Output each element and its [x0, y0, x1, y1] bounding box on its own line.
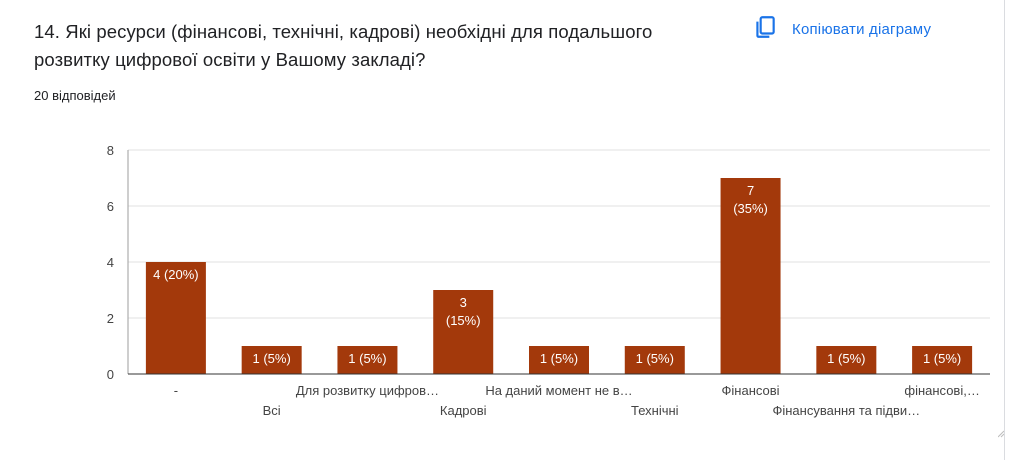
bar-data-label: 7	[747, 183, 754, 198]
copy-chart-button[interactable]: Копіювати діаграму	[752, 14, 931, 44]
bar-data-label: 1 (5%)	[253, 351, 291, 366]
y-tick-label: 2	[107, 311, 114, 326]
bar	[720, 178, 781, 374]
x-tick-label: Технічні	[631, 403, 679, 418]
bar	[816, 346, 877, 374]
bar-data-label: (15%)	[446, 313, 481, 328]
response-count: 20 відповідей	[34, 88, 116, 103]
bar-data-label: 1 (5%)	[348, 351, 386, 366]
x-tick-label: Фінансування та підви…	[772, 403, 920, 418]
x-tick-label: Кадрові	[440, 403, 487, 418]
y-tick-label: 6	[107, 199, 114, 214]
bar	[529, 346, 589, 374]
copy-icon	[752, 14, 778, 45]
bar-data-label: 1 (5%)	[923, 351, 961, 366]
bar-data-label: 3	[460, 295, 467, 310]
bar-data-label: 1 (5%)	[540, 351, 578, 366]
bar-data-label: 1 (5%)	[827, 351, 865, 366]
x-tick-label: На даний момент не в…	[485, 383, 632, 398]
bar	[337, 346, 398, 374]
bar	[145, 262, 206, 374]
bar	[433, 290, 494, 374]
x-tick-label: Всі	[263, 403, 281, 418]
y-tick-label: 8	[107, 143, 114, 158]
x-tick-label: -	[174, 383, 178, 398]
x-tick-label: Фінансові	[722, 383, 780, 398]
question-title: 14. Які ресурси (фінансові, технічні, ка…	[34, 21, 653, 70]
x-tick-label: фінансові,…	[904, 383, 979, 398]
bar-data-label: 1 (5%)	[636, 351, 674, 366]
y-tick-label: 4	[107, 255, 114, 270]
y-tick-label: 0	[107, 367, 114, 382]
bar-data-label: 4 (20%)	[153, 267, 199, 282]
bar-data-label: (35%)	[733, 201, 768, 216]
bar	[624, 346, 685, 374]
bar	[241, 346, 302, 374]
x-tick-label: Для розвитку цифров…	[296, 383, 439, 398]
resize-handle-icon	[998, 430, 1004, 438]
bar	[912, 346, 973, 374]
copy-chart-label: Копіювати діаграму	[792, 20, 932, 38]
